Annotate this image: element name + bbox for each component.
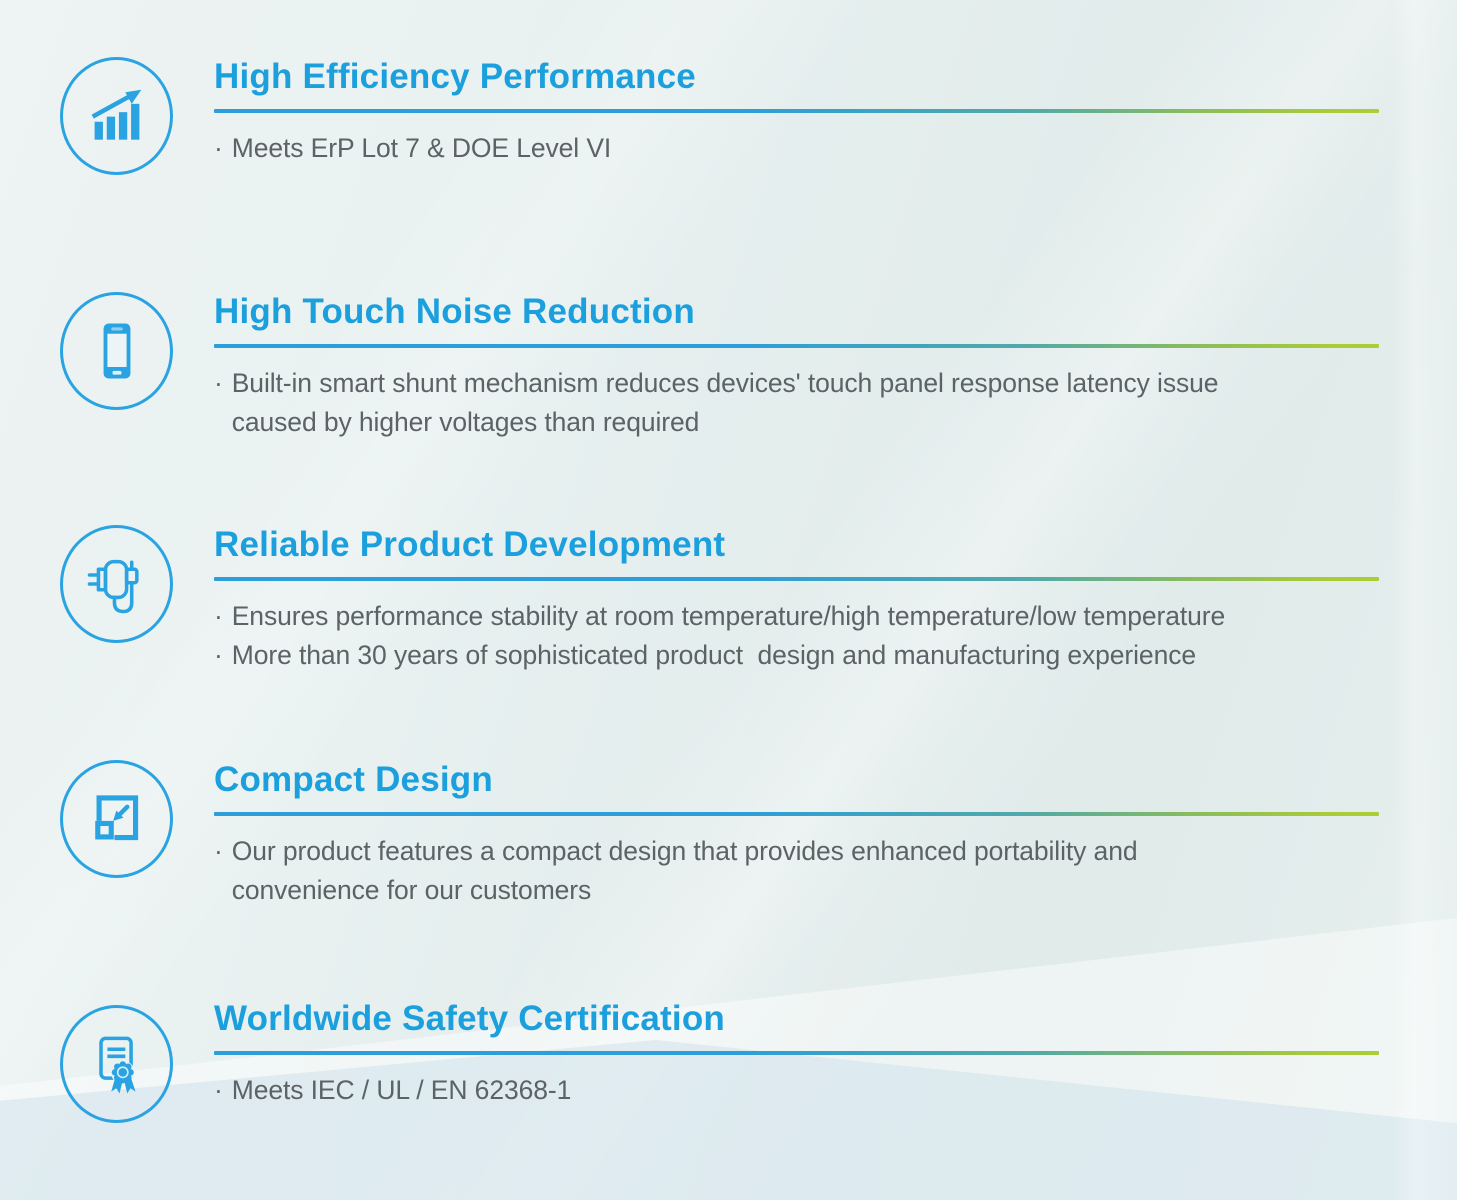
feature-bullets: · Built-in smart shunt mechanism reduces … [214,364,1379,441]
bullet-text: Built-in smart shunt mechanism reduces d… [231,368,1219,437]
feature-underline [214,812,1379,816]
smartphone-icon [85,318,149,384]
feature-section: Compact Design · Our product features a c… [0,760,1457,909]
feature-section: High Touch Noise Reduction · Built-in sma… [0,292,1457,441]
feature-bullets: · Our product features a compact design t… [214,832,1379,909]
feature-underline [214,1051,1379,1055]
bullet-text: Ensures performance stability at room te… [231,601,1226,631]
bullet-marker: · [214,601,223,631]
feature-bullets: · Meets IEC / UL / EN 62368-1 [214,1071,1379,1110]
compact-resize-icon [85,786,149,852]
feature-section: High Efficiency Performance · Meets ErP L… [0,57,1457,175]
bullet-marker: · [214,639,223,670]
feature-title: High Touch Noise Reduction [214,292,695,331]
feature-title: Worldwide Safety Certification [214,999,725,1038]
feature-bullets: · Meets ErP Lot 7 & DOE Level VI [214,129,1379,168]
bullet-text: More than 30 years of sophisticated prod… [231,639,1196,670]
feature-title: Reliable Product Development [214,525,726,564]
certificate-icon [85,1031,149,1097]
bullet-text: Meets IEC / UL / EN 62368-1 [231,1075,572,1105]
feature-bullets: · Ensures performance stability at room t… [214,597,1379,674]
bg-right-light-band [1392,0,1457,1200]
bullet-text: Our product features a compact design th… [231,836,1138,905]
feature-icon-circle [60,292,173,410]
feature-bullet: · Built-in smart shunt mechanism reduces … [214,364,1379,441]
feature-underline [214,109,1379,113]
feature-content: High Efficiency Performance · Meets ErP L… [214,57,1379,168]
feature-icon-circle [60,1005,173,1123]
feature-title: Compact Design [214,760,493,799]
feature-content: Reliable Product Development · Ensures pe… [214,525,1379,674]
bullet-marker: · [214,368,223,398]
feature-icon-circle [60,525,173,643]
feature-section: Worldwide Safety Certification · Meets IE… [0,999,1457,1123]
feature-bullet: · More than 30 years of sophisticated pro… [214,636,1379,675]
feature-content: Worldwide Safety Certification · Meets IE… [214,999,1379,1110]
growth-chart-icon [85,83,149,149]
feature-bullet: · Our product features a compact design t… [214,832,1379,909]
feature-bullet: · Ensures performance stability at room t… [214,597,1379,636]
feature-icon-circle [60,760,173,878]
feature-underline [214,577,1379,581]
feature-bullet: · Meets ErP Lot 7 & DOE Level VI [214,129,1379,168]
feature-title: High Efficiency Performance [214,57,696,96]
feature-section: Reliable Product Development · Ensures pe… [0,525,1457,674]
bullet-marker: · [214,133,223,163]
feature-bullet: · Meets IEC / UL / EN 62368-1 [214,1071,1379,1110]
power-adapter-icon [85,551,149,617]
bullet-marker: · [214,1075,223,1105]
feature-underline [214,344,1379,348]
feature-content: High Touch Noise Reduction · Built-in sma… [214,292,1379,441]
bullet-text: Meets ErP Lot 7 & DOE Level VI [231,133,612,163]
feature-content: Compact Design · Our product features a c… [214,760,1379,909]
bullet-marker: · [214,836,223,866]
feature-icon-circle [60,57,173,175]
